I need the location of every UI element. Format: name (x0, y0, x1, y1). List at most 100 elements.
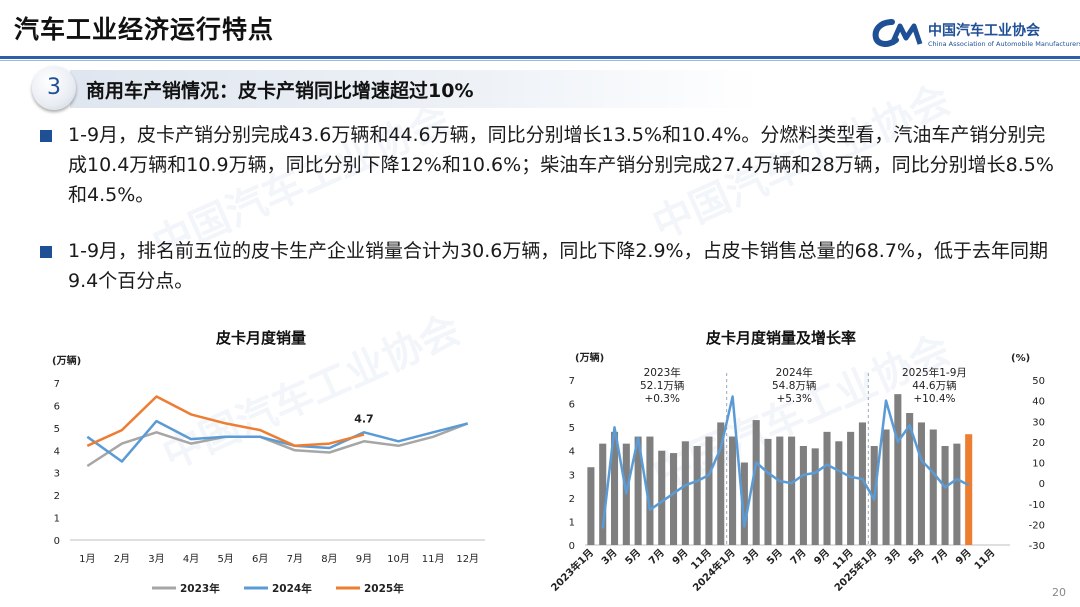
x-tick-label: 2月 (114, 553, 130, 565)
chart2-bar-line-chart: (万辆) (%) 0 1 2 3 4 5 6 7 -30 -20 -10 0 10 20 30 40 50 2023年… (548, 351, 1045, 594)
x-tick-label: 5月 (623, 547, 643, 567)
series-line-2024年 (86, 419, 469, 463)
annotation-growth: +5.3% (776, 393, 812, 405)
bar (740, 462, 748, 545)
bullet-marker (40, 246, 52, 258)
y-right-tick-label: 50 (1032, 376, 1045, 387)
x-tick-label: 7月 (646, 547, 666, 567)
bar (717, 422, 725, 545)
bullet-marker (40, 130, 52, 142)
bar (858, 422, 866, 545)
x-tick-label: 4月 (183, 553, 199, 565)
y-axis-left-label: (万辆) (575, 351, 604, 364)
y-tick-label: 6 (54, 401, 60, 412)
x-tick-label: 5月 (764, 547, 784, 567)
y-left-tick-label: 4 (569, 447, 575, 458)
header-divider-thin (0, 60, 1080, 61)
y-left-tick-label: 6 (569, 400, 575, 411)
caam-logo: 中国汽车工业协会 China Association of Automobile… (872, 18, 1080, 54)
legend-label: 2024年 (272, 582, 312, 595)
section-heading-bar (70, 70, 760, 108)
bullet-text-2: 1-9月，排名前五位的皮卡生产企业销量合计为30.6万辆，同比下降2.9%，占皮… (68, 240, 1048, 292)
bar (929, 429, 937, 545)
y-left-tick-label: 2 (569, 494, 575, 505)
bar (729, 436, 737, 545)
bar (953, 443, 961, 545)
annotation-2023: 2023年 52.1万辆 +0.3% (640, 367, 684, 406)
x-tick-label: 9月 (953, 547, 973, 567)
chart2-title: 皮卡月度销量及增长率 (706, 329, 857, 347)
header-divider (0, 56, 1080, 59)
bar (764, 438, 772, 545)
bar (799, 446, 807, 545)
y-tick-label: 3 (54, 469, 60, 480)
bar (788, 436, 796, 545)
section-number: 3 (32, 66, 76, 110)
bar (823, 431, 831, 545)
growth-rate-line (601, 395, 970, 529)
bar (587, 467, 595, 545)
bar (882, 429, 890, 545)
bar (835, 441, 843, 545)
data-label-sep-2025: 4.7 (354, 413, 374, 426)
y-left-tick-label: 0 (569, 541, 575, 552)
x-tick-label: 1月 (79, 553, 95, 565)
legend-label: 2025年 (364, 582, 404, 595)
y-right-tick-label: 20 (1032, 438, 1045, 449)
x-tick-label: 9月 (356, 553, 372, 565)
x-tick-label: 3月 (599, 547, 619, 567)
annotation-growth: +0.3% (644, 393, 680, 405)
bar (646, 436, 654, 545)
y-right-tick-label: 0 (1039, 479, 1045, 490)
page-title: 汽车工业经济运行特点 (14, 15, 275, 44)
x-tick-label: 9月 (812, 547, 832, 567)
chart1-line-chart: (万辆) 0 1 2 3 4 5 6 7 1月 2月 3月 4月 5月 6月 7月 8月 9月 10月 11月 12月 4… (52, 354, 485, 595)
y-left-tick-label: 7 (569, 376, 575, 387)
x-tick-label: 3月 (741, 547, 761, 567)
y-left-tick-label: 3 (569, 470, 575, 481)
bar (670, 453, 678, 545)
x-tick-label: 10月 (387, 553, 410, 565)
y-axis-label: (万辆) (52, 354, 81, 367)
annotation-total: 54.8万辆 (772, 380, 817, 392)
x-tick-label: 3月 (882, 547, 902, 567)
x-tick-label: 5月 (906, 547, 926, 567)
y-left-tick-label: 1 (569, 517, 575, 528)
annotation-total: 44.6万辆 (912, 380, 957, 392)
annotation-2025: 2025年1-9月 44.6万辆 +10.4% (902, 367, 967, 406)
y-left-tick-label: 5 (569, 423, 575, 434)
bar (811, 448, 819, 545)
bar (847, 431, 855, 545)
bar (941, 446, 949, 545)
x-tick-label: 6月 (252, 553, 268, 565)
bar (894, 394, 902, 545)
logo-text-en: China Association of Automobile Manufact… (928, 40, 1080, 48)
bar (693, 446, 701, 545)
legend-label: 2023年 (180, 582, 220, 595)
y-tick-label: 2 (54, 491, 60, 502)
y-right-tick-label: 30 (1032, 417, 1045, 428)
page-number: 20 (1052, 586, 1066, 599)
bar (752, 420, 760, 545)
y-tick-label: 0 (54, 536, 60, 547)
y-tick-label: 1 (54, 514, 60, 525)
bar (681, 441, 689, 545)
bar (610, 431, 619, 545)
x-tick-label: 7月 (788, 547, 808, 567)
y-right-tick-label: 40 (1032, 397, 1045, 408)
bar (776, 436, 784, 545)
x-tick-label: 11月 (422, 553, 445, 565)
chart1-title: 皮卡月度销量 (216, 329, 307, 347)
y-tick-label: 5 (54, 424, 60, 435)
bar (705, 436, 713, 545)
y-axis-right-label: (%) (1011, 353, 1030, 364)
y-right-tick-label: -30 (1029, 541, 1045, 552)
annotation-period: 2025年1-9月 (902, 367, 967, 379)
x-tick-label: 11月 (972, 547, 997, 572)
series-line-2025年 (86, 395, 365, 448)
bar (658, 450, 666, 545)
x-tick-label: 7月 (287, 553, 303, 565)
annotation-2024: 2024年 54.8万辆 +5.3% (772, 367, 816, 406)
x-tick-label: 2023年1月 (548, 546, 596, 594)
x-tick-label: 5月 (217, 553, 233, 565)
